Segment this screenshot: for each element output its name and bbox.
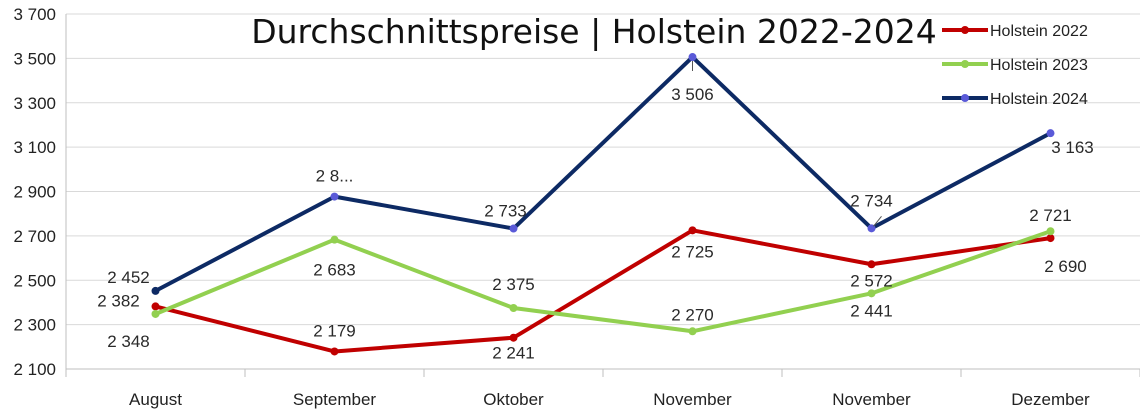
y-tick-label: 3 700 (13, 5, 56, 24)
x-tick-label: Dezember (1011, 390, 1090, 409)
data-point (330, 347, 339, 356)
data-label: 3 506 (671, 85, 714, 104)
series-line (155, 228, 1051, 354)
legend: Holstein 2022 Holstein 2023 Holstein 2024 (942, 23, 1088, 108)
data-label: 2 241 (492, 344, 535, 363)
data-point (330, 192, 339, 201)
data-label: 2 441 (850, 301, 893, 320)
gridlines (65, 13, 1140, 370)
data-label: 2 179 (313, 321, 356, 340)
data-point (688, 226, 697, 235)
data-label: 2 270 (671, 305, 714, 324)
series-line (154, 55, 1052, 293)
data-label: 2 572 (850, 271, 893, 290)
y-tick-label: 2 700 (13, 227, 56, 246)
leader-line (873, 216, 882, 227)
x-tick-label: November (832, 390, 911, 409)
y-tick-label: 3 500 (13, 49, 56, 68)
y-axis-ticks: 2 100 2 300 2 500 2 700 2 900 3 100 3 300 3 500… (13, 5, 56, 379)
series-lines (151, 53, 1055, 356)
data-label: 2 690 (1044, 257, 1087, 276)
data-label: 2 683 (313, 261, 356, 280)
chart-title: Durchschnittspreise | Holstein 2022-2024 (251, 12, 937, 51)
legend-swatch-marker (961, 94, 969, 102)
data-point (867, 289, 876, 298)
x-tick-label: September (293, 390, 376, 409)
data-label: 2 348 (107, 332, 150, 351)
data-point (867, 260, 876, 269)
data-point (509, 224, 518, 233)
y-tick-label: 2 900 (13, 183, 56, 202)
y-tick-label: 3 100 (13, 138, 56, 157)
y-tick-label: 2 100 (13, 360, 56, 379)
data-label: 2 452 (107, 268, 150, 287)
series-line (154, 229, 1052, 334)
data-label: 2 734 (850, 191, 893, 210)
x-tick-label: Oktober (483, 390, 544, 409)
legend-swatch-marker (961, 26, 969, 34)
y-tick-label: 2 300 (13, 316, 56, 335)
data-point (688, 327, 697, 336)
data-point (1046, 234, 1055, 243)
data-point (151, 309, 160, 318)
x-axis-ticks: August September Oktober November November De… (65, 369, 1140, 409)
legend-label: Holstein 2023 (990, 57, 1088, 74)
data-labels: 2 382 2 179 2 241 2 725 2 572 2 690 2 348 2 683… (97, 61, 1094, 363)
data-point (1046, 129, 1055, 138)
data-label: 2 375 (492, 275, 535, 294)
data-label: 2 8... (316, 167, 354, 186)
y-tick-label: 2 500 (13, 271, 56, 290)
x-tick-label: November (653, 390, 732, 409)
x-tick-label: August (129, 390, 182, 409)
legend-swatch-marker (961, 60, 969, 68)
data-label: 2 733 (484, 202, 527, 221)
data-point (151, 286, 160, 295)
data-point (1046, 227, 1055, 236)
y-tick-label: 3 300 (13, 94, 56, 113)
data-label: 3 163 (1051, 138, 1094, 157)
legend-label: Holstein 2022 (990, 23, 1088, 40)
data-point (330, 235, 339, 244)
data-point (151, 302, 160, 311)
data-label: 2 725 (671, 242, 714, 261)
data-label: 2 382 (97, 291, 140, 310)
data-point (509, 333, 518, 342)
data-label: 2 721 (1029, 206, 1072, 225)
data-point (688, 53, 697, 62)
legend-label: Holstein 2024 (990, 91, 1088, 108)
data-point (509, 303, 518, 312)
